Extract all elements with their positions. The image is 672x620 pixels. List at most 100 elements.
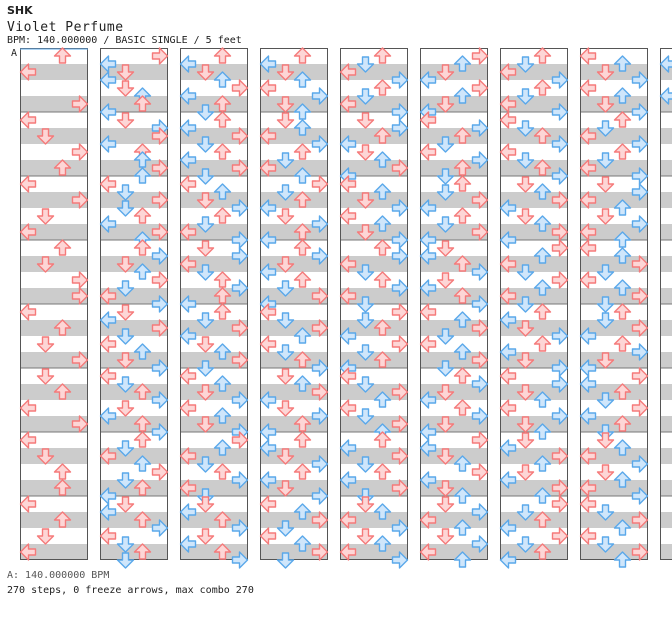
down-arrow-icon (196, 528, 215, 545)
up-arrow-icon (213, 47, 232, 64)
down-arrow-icon (596, 392, 615, 409)
down-arrow-icon (516, 296, 535, 313)
left-arrow-icon (99, 135, 117, 153)
left-arrow-icon (19, 63, 37, 81)
up-arrow-icon (533, 247, 552, 264)
left-arrow-icon (579, 327, 597, 345)
down-arrow-icon (276, 552, 295, 569)
right-arrow-icon (631, 103, 649, 121)
down-arrow-icon (356, 344, 375, 361)
down-arrow-icon (436, 168, 455, 185)
up-arrow-icon (533, 487, 552, 504)
left-arrow-icon (579, 47, 597, 65)
up-arrow-icon (213, 143, 232, 160)
up-arrow-icon (213, 71, 232, 88)
right-arrow-icon (151, 247, 169, 265)
left-arrow-icon (339, 63, 357, 81)
up-arrow-icon (293, 351, 312, 368)
up-arrow-icon (453, 159, 472, 176)
beat-stripe (580, 512, 648, 528)
down-arrow-icon (36, 208, 55, 225)
beat-stripe (260, 128, 328, 144)
right-arrow-icon (631, 319, 649, 337)
beat-stripe (20, 416, 88, 432)
left-arrow-icon (19, 399, 37, 417)
down-arrow-icon (356, 528, 375, 545)
up-arrow-icon (533, 159, 552, 176)
left-arrow-icon (339, 399, 357, 417)
right-arrow-icon (631, 215, 649, 233)
up-arrow-icon (613, 383, 632, 400)
up-arrow-icon (293, 143, 312, 160)
up-arrow-icon (533, 423, 552, 440)
down-arrow-icon (196, 336, 215, 353)
left-arrow-icon (579, 127, 597, 145)
left-arrow-icon (259, 231, 277, 249)
down-arrow-icon (196, 384, 215, 401)
beat-stripe (660, 480, 672, 496)
right-arrow-icon (471, 119, 489, 137)
up-arrow-icon (213, 111, 232, 128)
beat-stripe (340, 416, 408, 432)
right-arrow-icon (631, 255, 649, 273)
right-arrow-icon (311, 487, 329, 505)
down-arrow-icon (436, 384, 455, 401)
down-arrow-icon (36, 336, 55, 353)
right-arrow-icon (71, 287, 89, 305)
right-arrow-icon (231, 431, 249, 449)
right-arrow-icon (231, 231, 249, 249)
beat-stripe (20, 192, 88, 208)
down-arrow-icon (356, 112, 375, 129)
left-arrow-icon (499, 287, 517, 305)
up-arrow-icon (453, 551, 472, 568)
down-arrow-icon (116, 80, 135, 97)
beat-stripe (500, 64, 568, 80)
beat-stripe (420, 544, 488, 560)
song-title: Violet Perfume (7, 20, 124, 35)
down-arrow-icon (596, 536, 615, 553)
right-arrow-icon (631, 71, 649, 89)
up-arrow-icon (373, 271, 392, 288)
bpm-marker: A (11, 48, 18, 59)
down-arrow-icon (116, 112, 135, 129)
beat-stripe (100, 320, 168, 336)
up-arrow-icon (373, 319, 392, 336)
down-arrow-icon (596, 504, 615, 521)
left-arrow-icon (19, 223, 37, 241)
right-arrow-icon (151, 159, 169, 177)
down-arrow-icon (196, 136, 215, 153)
right-arrow-icon (231, 279, 249, 297)
up-arrow-icon (53, 239, 72, 256)
up-arrow-icon (133, 151, 152, 168)
right-arrow-icon (471, 151, 489, 169)
right-arrow-icon (631, 455, 649, 473)
down-arrow-icon (596, 152, 615, 169)
right-arrow-icon (551, 407, 569, 425)
down-arrow-icon (276, 256, 295, 273)
left-arrow-icon (499, 231, 517, 249)
down-arrow-icon (516, 416, 535, 433)
right-arrow-icon (551, 327, 569, 345)
up-arrow-icon (453, 175, 472, 192)
down-arrow-icon (516, 536, 535, 553)
left-arrow-icon (579, 479, 597, 497)
left-arrow-icon (579, 159, 597, 177)
left-arrow-icon (99, 311, 117, 329)
down-arrow-icon (436, 240, 455, 257)
down-arrow-icon (116, 352, 135, 369)
down-arrow-icon (596, 208, 615, 225)
left-arrow-icon (419, 511, 437, 529)
up-arrow-icon (613, 143, 632, 160)
right-arrow-icon (551, 495, 569, 513)
down-arrow-icon (436, 528, 455, 545)
up-arrow-icon (453, 399, 472, 416)
beat-stripe (100, 160, 168, 176)
up-arrow-icon (533, 543, 552, 560)
left-arrow-icon (499, 367, 517, 385)
down-arrow-icon (436, 448, 455, 465)
down-arrow-icon (116, 200, 135, 217)
chart-stats: 270 steps, 0 freeze arrows, max combo 27… (7, 585, 254, 596)
down-arrow-icon (276, 344, 295, 361)
down-arrow-icon (516, 88, 535, 105)
left-arrow-icon (179, 255, 197, 273)
